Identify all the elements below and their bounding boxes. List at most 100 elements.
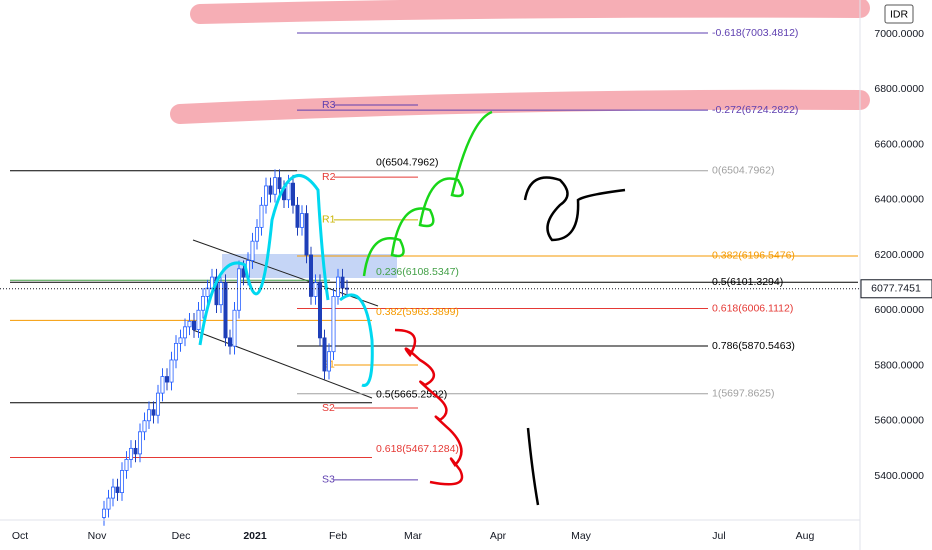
pivot-label: S3	[322, 474, 335, 486]
scribble	[523, 176, 626, 242]
candle-body	[160, 376, 165, 394]
price-label: 5800.0000	[874, 359, 924, 371]
candle-body	[151, 409, 156, 416]
fib-label: 0(6504.7962)	[376, 157, 438, 169]
current-price: 6077.7451	[871, 283, 921, 295]
candle-body	[142, 420, 147, 433]
candle-body	[218, 282, 223, 306]
candle-body	[241, 268, 246, 278]
price-label: 5400.0000	[874, 470, 924, 482]
candle-body	[254, 226, 259, 242]
fib-label: 0.618(6006.1112)	[712, 302, 793, 314]
candle-body	[331, 296, 336, 353]
candle-body	[232, 309, 237, 347]
time-label: May	[571, 530, 592, 542]
candle-body	[236, 268, 241, 311]
fib-label: 1(5697.8625)	[712, 387, 774, 399]
currency-badge	[884, 4, 914, 24]
price-label: 7000.0000	[874, 28, 924, 40]
candle-body	[214, 276, 219, 306]
candle-body	[164, 376, 169, 383]
candle-body	[205, 287, 210, 297]
highlight	[190, 0, 870, 24]
candle-body	[200, 296, 205, 311]
time-label: Aug	[796, 530, 815, 542]
fib-label: 0.382(6196.5476)	[712, 250, 795, 262]
time-label: Mar	[404, 530, 423, 542]
pivot-label: R1	[322, 214, 336, 226]
candle-body	[128, 447, 133, 460]
candle-body	[178, 337, 183, 344]
candle-body	[313, 282, 318, 297]
candle-body	[106, 497, 111, 510]
fib-label: -0.272(6724.2822)	[712, 104, 798, 116]
candle-body	[272, 177, 277, 195]
candle-body	[146, 409, 151, 422]
highlight	[170, 89, 870, 124]
candle-body	[111, 486, 116, 499]
candle-body	[250, 240, 255, 261]
price-label: 6200.0000	[874, 249, 924, 261]
candle-body	[124, 459, 129, 471]
candle-body	[304, 213, 309, 256]
candle-body	[340, 276, 345, 289]
candle-body	[191, 320, 196, 330]
candle-body	[120, 470, 125, 493]
candle-body	[187, 320, 192, 328]
time-label: Nov	[88, 530, 107, 542]
fib-label: 0.5(5665.2592)	[376, 389, 447, 401]
candle-body	[155, 392, 160, 416]
candle-body	[173, 342, 178, 361]
fib-label: 0.5(6101.3294)	[712, 276, 783, 288]
scribble	[526, 427, 540, 506]
candle-body	[227, 337, 232, 347]
candle-body	[196, 309, 201, 330]
fib-label: 0.786(5870.5463)	[712, 340, 795, 352]
time-label: Apr	[490, 530, 507, 542]
arc-drawing	[198, 174, 330, 346]
price-label: 6400.0000	[874, 194, 924, 206]
candle-body	[335, 276, 340, 297]
price-label: 6600.0000	[874, 138, 924, 150]
price-tag	[860, 279, 932, 299]
time-label: Dec	[172, 530, 191, 542]
wave-drawing	[394, 328, 464, 486]
candle-body	[115, 486, 120, 493]
candle-body	[169, 359, 174, 383]
candle-body	[133, 447, 138, 455]
wave-drawing	[362, 110, 493, 277]
candle-body	[326, 351, 331, 372]
candle-body	[263, 185, 268, 206]
price-label: 6000.0000	[874, 304, 924, 316]
currency: IDR	[890, 8, 909, 20]
candle-body	[317, 282, 322, 339]
candle-body	[299, 213, 304, 228]
candle-body	[322, 337, 327, 372]
candle-body	[268, 185, 273, 195]
fib-label: 0(6504.7962)	[712, 165, 774, 177]
candle-body	[295, 204, 300, 228]
candle-body	[308, 254, 313, 297]
time-label: 2021	[243, 530, 267, 542]
candle-body	[209, 276, 214, 289]
fib-label: 0.236(6108.5347)	[376, 266, 459, 278]
trend-line	[192, 329, 373, 399]
pivot-label: R3	[322, 99, 336, 111]
candle-body	[277, 177, 282, 190]
time-label: Feb	[329, 530, 347, 542]
candle-body	[223, 282, 228, 339]
time-label: Oct	[12, 530, 28, 542]
price-label: 5600.0000	[874, 415, 924, 427]
candle-body	[182, 326, 187, 339]
fib-label: 0.382(5963.3899)	[376, 306, 459, 318]
arc-drawing	[339, 293, 374, 387]
candle-body	[290, 182, 295, 206]
candle-body	[137, 431, 142, 455]
candle-body	[259, 204, 264, 228]
fib-label: -0.618(7003.4812)	[712, 27, 798, 39]
candle-body	[102, 508, 107, 518]
fib-label: 0.618(5467.1284)	[376, 443, 459, 455]
pivot-label: R2	[322, 171, 336, 183]
